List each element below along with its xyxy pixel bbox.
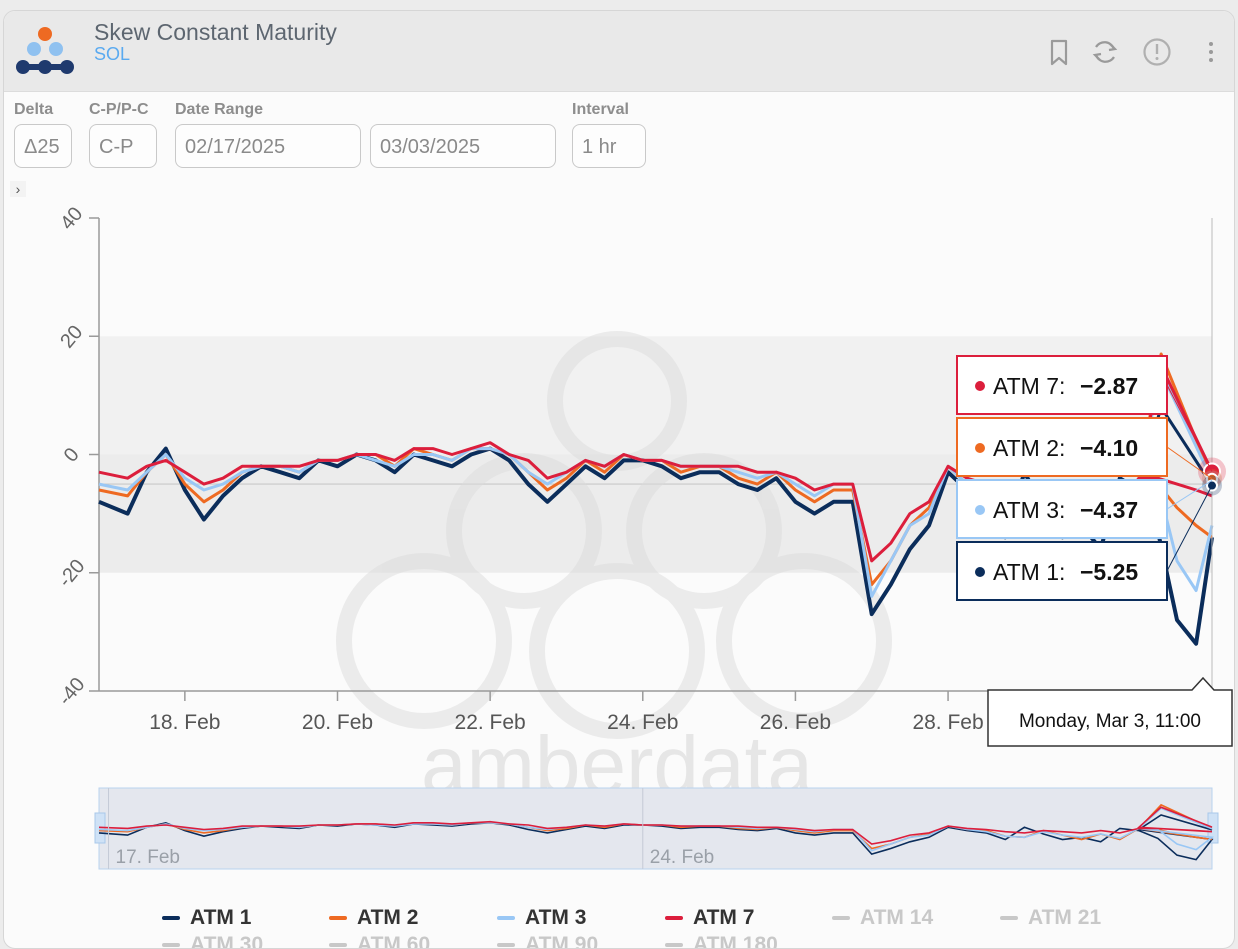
legend-swatch [665,943,683,948]
watermark-ring [547,331,687,471]
legend-item-atm-30[interactable]: ATM 30 [162,933,264,949]
cp-select[interactable]: C-P [89,124,157,168]
watermark-logo [336,331,892,739]
tooltip-connector [1166,485,1213,572]
refresh-icon[interactable] [1090,37,1120,67]
tooltip-frame [956,355,1168,415]
chart-legend: ATM 1 ATM 2 ATM 3 ATM 7 ATM 14 ATM 21 ATM 30 AT… [4,901,1234,948]
interval-label: Interval [572,101,629,118]
tooltip-series-name: ATM 3: [993,497,1065,523]
tooltip-dot [975,567,985,577]
legend-item-atm-180[interactable]: ATM 180 [665,933,778,949]
tooltip-dot [975,505,985,515]
tooltip-series-name: ATM 1: [993,559,1065,585]
legend-item-atm-1[interactable]: ATM 1 [162,906,251,930]
legend-swatch [665,916,683,921]
x-tick-label: 28. Feb [912,711,983,734]
navigator-label: 24. Feb [650,847,714,868]
tooltip-series-name: ATM 7: [993,373,1065,399]
legend-item-atm-7[interactable]: ATM 7 [665,906,754,930]
legend-swatch [329,943,347,948]
tooltip-box: ATM 3: −4.37 [956,479,1213,539]
tooltip-connector [1166,384,1213,472]
info-icon[interactable] [1142,37,1172,67]
date-range-label: Date Range [175,101,264,118]
cp-label: C-P/P-C [89,101,149,118]
legend-label: ATM 14 [860,906,934,929]
y-tick-label: 0 [60,444,84,467]
tooltip-value: −4.10 [1080,435,1138,461]
tooltip-value: −4.37 [1080,497,1138,523]
chart-card: Skew Constant Maturity SOL Delta Δ25 C-P… [3,10,1235,949]
legend-label: ATM 2 [357,906,419,929]
y-tick-label: 40 [56,203,87,234]
delta-select[interactable]: Δ25 [14,124,72,168]
tooltip-box: ATM 7: −2.87 [956,355,1213,472]
legend-label: ATM 21 [1028,906,1102,929]
legend-swatch [329,916,347,921]
watermark-ring [626,453,782,609]
tooltip-dot [975,443,985,453]
legend-swatch [497,943,515,948]
x-tick-label: 26. Feb [760,711,831,734]
legend-item-atm-2[interactable]: ATM 2 [329,906,418,930]
y-tick-label: -40 [54,674,89,710]
legend-label: ATM 180 [693,933,778,949]
x-tick-label: 20. Feb [302,711,373,734]
legend-swatch [832,916,850,921]
legend-item-atm-3[interactable]: ATM 3 [497,906,586,930]
card-header: Skew Constant Maturity SOL [4,11,1234,92]
x-tick-label: 22. Feb [455,711,526,734]
x-tick-label: 18. Feb [149,711,220,734]
tooltip-frame [956,417,1168,477]
date-tooltip-frame [987,676,1233,747]
tooltip-connector [1166,479,1213,510]
legend-label: ATM 60 [357,933,431,949]
navigator-label: 17. Feb [116,847,180,868]
legend-item-atm-90[interactable]: ATM 90 [497,933,599,949]
legend-swatch [162,943,180,948]
tooltip-connector [1166,446,1213,480]
tooltip-box: ATM 2: −4.10 [956,417,1213,480]
tooltip-frame [956,479,1168,539]
tooltip-value: −2.87 [1080,373,1138,399]
x-tick-label: 24. Feb [607,711,678,734]
legend-swatch [497,916,515,921]
more-vertical-icon[interactable] [1196,37,1226,67]
expand-chevron-icon[interactable]: › [10,181,26,197]
bookmark-icon[interactable] [1044,37,1074,67]
legend-label: ATM 30 [190,933,264,949]
legend-label: ATM 3 [525,906,587,929]
legend-swatch [1000,916,1018,921]
tooltip-value: −5.25 [1080,559,1138,585]
tooltip-series-name: ATM 2: [993,435,1065,461]
legend-swatch [162,916,180,921]
start-date-input[interactable]: 02/17/2025 [175,124,361,168]
end-date-input[interactable]: 03/03/2025 [370,124,556,168]
legend-label: ATM 7 [693,906,755,929]
legend-label: ATM 1 [190,906,252,929]
legend-item-atm-14[interactable]: ATM 14 [832,906,933,930]
watermark-ring [446,453,602,609]
legend-item-atm-21[interactable]: ATM 21 [1000,906,1101,930]
widget-title: Skew Constant Maturity [94,19,337,45]
tooltip-frame [956,541,1168,601]
watermark-ring [529,563,705,739]
date-tooltip-text: Monday, Mar 3, 11:00 [1019,711,1201,732]
asset-label: SOL [94,44,131,64]
tooltip-box: ATM 1: −5.25 [956,485,1213,601]
watermark-ring [336,553,512,729]
navigator-series-atm-7 [98,806,1213,845]
tooltip-dot [975,381,985,391]
amberdata-logo-icon [16,27,74,74]
watermark-ring [716,553,892,729]
legend-label: ATM 90 [525,933,599,949]
delta-label: Delta [14,101,54,118]
date-tooltip: Monday, Mar 3, 11:00 [987,676,1233,747]
legend-item-atm-60[interactable]: ATM 60 [329,933,431,949]
interval-select[interactable]: 1 hr [572,124,646,168]
y-tick-label: -20 [54,555,89,591]
y-tick-label: 20 [56,321,87,352]
